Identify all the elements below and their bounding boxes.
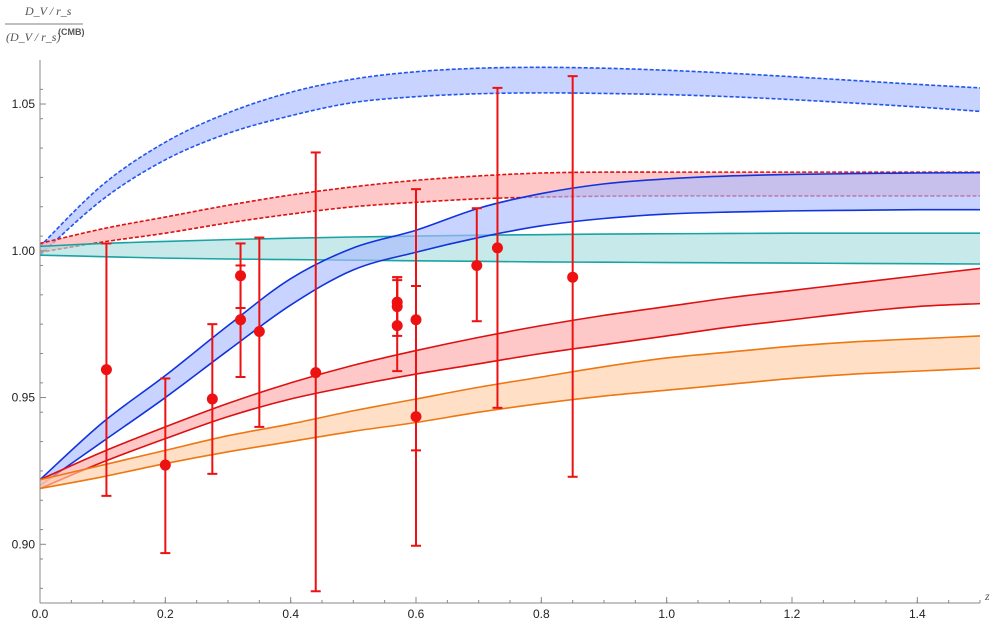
band-2-lower-line <box>39 254 981 265</box>
x-axis-label: z <box>984 589 990 603</box>
band-4-lower-line <box>39 302 981 490</box>
data-point <box>235 314 247 326</box>
y-label-denominator: (D_V / r_s) <box>6 30 60 44</box>
band-4-fill <box>40 268 980 489</box>
y-tick-label: 0.90 <box>12 537 36 551</box>
data-point <box>491 242 503 254</box>
data-point <box>391 320 403 332</box>
band-5-upper-line <box>39 335 981 481</box>
band-2-upper-line <box>39 232 980 248</box>
band-3-fill <box>40 172 980 486</box>
band-1-upper-line <box>39 171 980 245</box>
x-tick-label: 0.6 <box>408 607 425 621</box>
y-axis-label: D_V / r_s (D_V / r_s) (CMB) <box>5 4 85 44</box>
x-tick-label: 0.0 <box>32 607 49 621</box>
x-tick-label: 1.0 <box>658 607 675 621</box>
points-layer <box>100 75 579 593</box>
bands-layer <box>39 66 981 490</box>
data-point <box>206 393 218 405</box>
data-point <box>253 326 265 337</box>
ticks-layer: 0.0 0.2 0.4 0.6 0.8 1.0 1.2 1.4 0.90 0.95 1.00 1.05 <box>12 88 981 621</box>
band-5-fill <box>40 335 980 489</box>
x-tick-label: 0.4 <box>282 607 299 621</box>
y-tick-label: 1.05 <box>12 97 36 111</box>
data-point <box>310 367 322 379</box>
y-tick-label: 0.95 <box>12 391 36 405</box>
x-tick-label: 0.2 <box>157 607 174 621</box>
y-label-superscript: (CMB) <box>58 27 85 37</box>
x-tick-label: 0.8 <box>533 607 550 621</box>
band-5-lower-line <box>39 367 981 490</box>
band-4-upper-line <box>39 267 981 481</box>
y-label-numerator: D_V / r_s <box>24 4 72 18</box>
band-0-fill <box>40 67 980 256</box>
y-tick-label: 1.00 <box>12 244 36 258</box>
band-3-upper-line <box>39 171 981 481</box>
data-point <box>159 459 171 471</box>
data-point <box>100 364 112 376</box>
data-point <box>567 271 579 283</box>
x-tick-label: 1.2 <box>784 607 801 621</box>
band-3-lower-line <box>39 208 981 487</box>
data-point <box>410 411 422 423</box>
band-2-fill <box>40 233 980 264</box>
x-tick-label: 1.4 <box>909 607 926 621</box>
band-0-lower-line <box>39 92 981 256</box>
data-point <box>471 259 483 271</box>
